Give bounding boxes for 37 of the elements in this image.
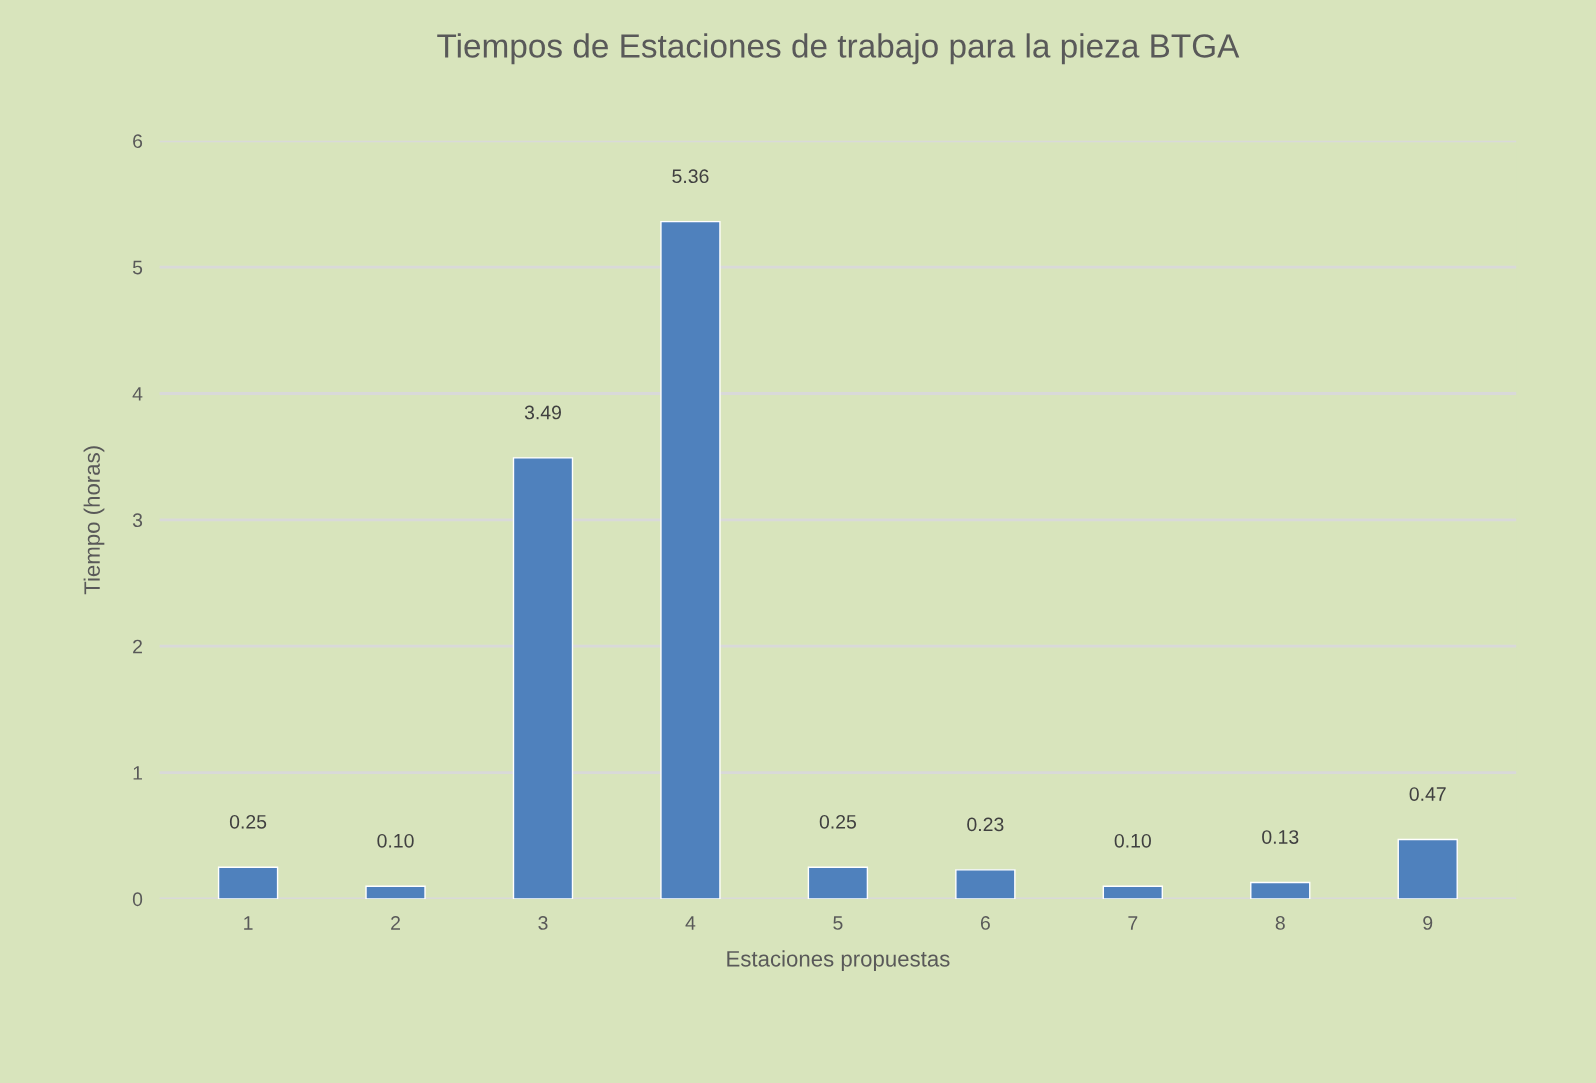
data-label: 3.49 <box>524 405 561 420</box>
x-tick-label: 2 <box>391 916 400 930</box>
x-tick-label: 9 <box>1423 916 1433 930</box>
x-tick-label: 6 <box>980 916 990 930</box>
bar <box>217 866 279 899</box>
x-tick-label: 8 <box>1275 916 1285 930</box>
y-tick-label: 4 <box>132 387 143 401</box>
data-label: 0.10 <box>377 833 414 848</box>
y-tick-label: 5 <box>132 260 143 275</box>
bar <box>512 457 574 899</box>
data-label: 0.25 <box>819 814 857 829</box>
data-label: 0.25 <box>229 814 267 829</box>
data-label: 0.47 <box>1409 787 1446 801</box>
y-tick-label: 0 <box>132 892 143 907</box>
y-tick-label: 2 <box>133 639 142 654</box>
bar <box>955 869 1016 899</box>
bar <box>1397 838 1458 899</box>
x-tick-label: 1 <box>244 916 253 930</box>
data-label: 5.36 <box>672 169 709 184</box>
bar <box>807 866 869 899</box>
x-tick-label: 7 <box>1128 916 1138 930</box>
bar <box>1250 881 1311 899</box>
x-tick-label: 3 <box>538 916 548 930</box>
data-label: 0.13 <box>1262 830 1299 844</box>
chart-title: Tiempos de Estaciones de trabajo para la pieza BTGA <box>437 33 1240 65</box>
x-tick-label: 4 <box>685 916 696 930</box>
bar <box>365 885 426 899</box>
data-label: 0.10 <box>1114 833 1151 848</box>
y-tick-label: 6 <box>133 134 143 149</box>
bar <box>660 220 721 899</box>
x-tick-label: 5 <box>833 916 843 930</box>
data-label: 0.23 <box>967 817 1004 832</box>
y-tick-label: 1 <box>133 766 142 780</box>
y-axis-title: Tiempo (horas) <box>83 446 105 595</box>
x-axis-title: Estaciones propuestas <box>727 950 950 972</box>
y-tick-label: 3 <box>132 513 143 528</box>
bar <box>1102 885 1163 899</box>
